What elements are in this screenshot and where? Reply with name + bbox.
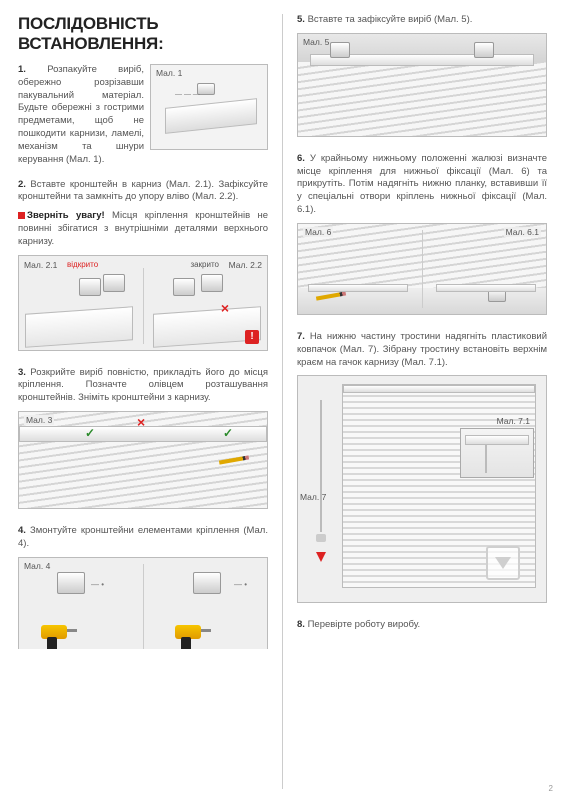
warning-icon: ! bbox=[245, 330, 259, 344]
figure-5-label: Мал. 5 bbox=[303, 37, 329, 47]
step-1-text: 1. Розпакуйте виріб, обережно розрізавши… bbox=[18, 64, 144, 167]
rod-tip-icon bbox=[316, 552, 326, 562]
step-4-body: Змонтуйте кронштейни елементами кріпленн… bbox=[18, 525, 268, 549]
step-5-body: Вставте та зафіксуйте виріб (Мал. 5). bbox=[308, 14, 473, 25]
drill-icon bbox=[171, 619, 213, 649]
figure-6a-label: Мал. 6 bbox=[303, 227, 333, 237]
step-5-text: 5. Вставте та зафіксуйте виріб (Мал. 5). bbox=[297, 14, 547, 27]
figure-4: Мал. 4 — • — • bbox=[18, 557, 268, 649]
figure-2b-label: Мал. 2.2 bbox=[229, 260, 262, 270]
figure-7: Мал. 7.1 Мал. 7 bbox=[297, 375, 547, 603]
step-7-body: На нижню частину тростини надягніть плас… bbox=[297, 331, 547, 368]
step-6-num: 6. bbox=[297, 153, 305, 164]
step-8-num: 8. bbox=[297, 619, 305, 630]
figure-6b-label: Мал. 6.1 bbox=[504, 227, 541, 237]
green-check-icon: ✓ bbox=[85, 426, 95, 440]
column-divider bbox=[282, 14, 283, 789]
step-3-body: Розкрийте виріб повністю, прикладіть йог… bbox=[18, 367, 268, 404]
step-7-num: 7. bbox=[297, 331, 305, 342]
step-4-text: 4. Змонтуйте кронштейни елементами кріпл… bbox=[18, 525, 268, 551]
figure-7b-label: Мал. 7.1 bbox=[497, 416, 530, 426]
step-4-num: 4. bbox=[18, 525, 26, 536]
step-1-body: Розпакуйте виріб, обережно розрізавши па… bbox=[18, 64, 144, 165]
step-2-warn-label: Зверніть увагу! bbox=[27, 210, 105, 221]
page-number: 2 bbox=[549, 784, 553, 793]
step-7-text: 7. На нижню частину тростини надягніть п… bbox=[297, 331, 547, 369]
figure-4-label: Мал. 4 bbox=[24, 561, 50, 571]
step-2-warning: Зверніть увагу! Місця кріплення кронштей… bbox=[18, 210, 268, 248]
page-title: ПОСЛІДОВНІСТЬ ВСТАНОВЛЕННЯ: bbox=[18, 14, 268, 54]
step-1-block: 1. Розпакуйте виріб, обережно розрізавши… bbox=[18, 64, 268, 173]
figure-1-label: Мал. 1 bbox=[156, 68, 182, 78]
figure-3: Мал. 3 × ✓ ✓ bbox=[18, 411, 268, 509]
step-8-body: Перевірте роботу виробу. bbox=[308, 619, 421, 630]
step-2-num: 2. bbox=[18, 179, 26, 190]
instruction-page: ПОСЛІДОВНІСТЬ ВСТАНОВЛЕННЯ: 1. Розпакуйт… bbox=[0, 0, 565, 799]
figure-1: Мал. 1 — — — bbox=[150, 64, 268, 150]
step-6-body: У крайньому нижньому положенні жалюзі ви… bbox=[297, 153, 547, 215]
figure-7a-label: Мал. 7 bbox=[300, 492, 326, 502]
figure-5: Мал. 5 bbox=[297, 33, 547, 137]
step-3-num: 3. bbox=[18, 367, 26, 378]
figure-2-closed-label: закрито bbox=[190, 260, 219, 269]
step-2-text: 2. Вставте кронштейн в карниз (Мал. 2.1)… bbox=[18, 179, 268, 205]
step-8-text: 8. Перевірте роботу виробу. bbox=[297, 619, 547, 632]
figure-6: Мал. 6 Мал. 6.1 bbox=[297, 223, 547, 315]
drill-icon bbox=[37, 619, 79, 649]
step-1-num: 1. bbox=[18, 64, 26, 75]
figure-2a-label: Мал. 2.1 bbox=[24, 260, 57, 270]
step-6-text: 6. У крайньому нижньому положенні жалюзі… bbox=[297, 153, 547, 217]
figure-3-label: Мал. 3 bbox=[24, 415, 54, 425]
left-column: ПОСЛІДОВНІСТЬ ВСТАНОВЛЕННЯ: 1. Розпакуйт… bbox=[18, 14, 268, 789]
arrow-down-icon bbox=[486, 546, 520, 580]
step-3-text: 3. Розкрийте виріб повністю, прикладіть … bbox=[18, 367, 268, 405]
red-x-icon: × bbox=[137, 414, 145, 430]
figure-2-open-label: відкрито bbox=[67, 260, 98, 269]
step-5-num: 5. bbox=[297, 14, 305, 25]
warning-square-icon bbox=[18, 212, 25, 219]
step-2-body: Вставте кронштейн в карниз (Мал. 2.1). З… bbox=[18, 179, 268, 203]
figure-2: Мал. 2.1 Мал. 2.2 відкрито закрито × ! bbox=[18, 255, 268, 351]
red-x-icon: × bbox=[221, 300, 229, 316]
green-check-icon: ✓ bbox=[223, 426, 233, 440]
right-column: 5. Вставте та зафіксуйте виріб (Мал. 5).… bbox=[297, 14, 547, 789]
